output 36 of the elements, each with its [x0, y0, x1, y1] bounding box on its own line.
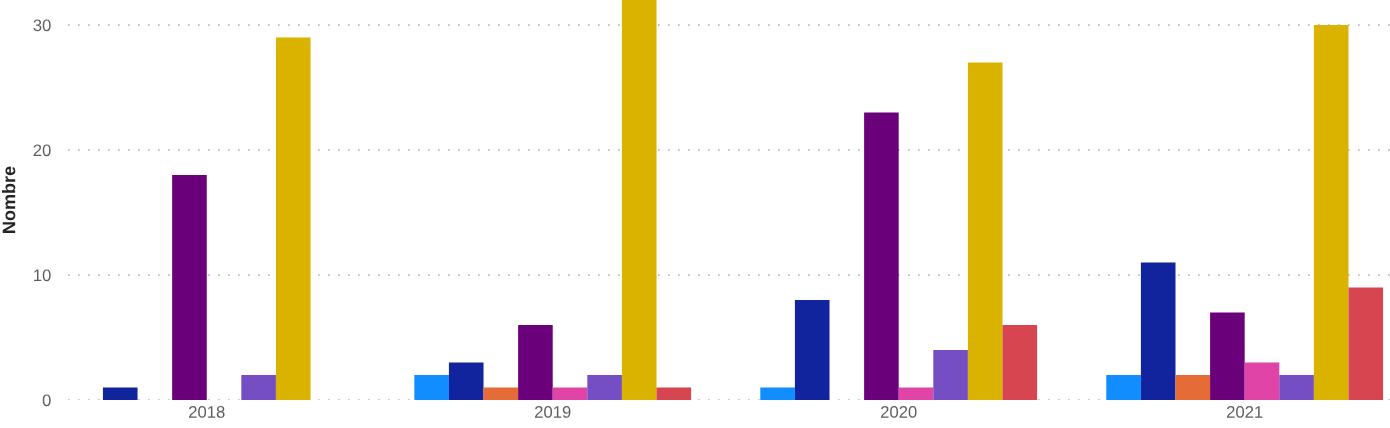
- bar: [172, 175, 207, 400]
- bar: [241, 375, 276, 400]
- bar: [967, 62, 1003, 400]
- bar: [621, 0, 657, 400]
- y-tick-label: 10: [34, 269, 51, 282]
- bar: [1244, 362, 1280, 400]
- bar: [656, 387, 692, 400]
- bar: [864, 112, 899, 400]
- y-axis-title: Nombre: [2, 166, 16, 233]
- bar: [102, 387, 138, 400]
- bar: [275, 37, 311, 400]
- bar: [1313, 25, 1349, 400]
- bar: [1348, 287, 1384, 400]
- bar: [483, 387, 519, 400]
- bar: [414, 375, 449, 400]
- x-tick-label: 2019: [535, 406, 571, 418]
- x-tick-label: 2021: [1226, 406, 1263, 418]
- x-tick-label: 2020: [881, 406, 917, 418]
- bar: [1175, 375, 1211, 400]
- bar: [1210, 312, 1245, 400]
- bar: [1140, 262, 1176, 400]
- bar: [760, 387, 795, 400]
- bar: [898, 387, 934, 400]
- bar: [933, 350, 968, 400]
- bar: [794, 300, 830, 400]
- bar: [448, 362, 484, 400]
- x-tick-label: 2018: [189, 406, 225, 418]
- bar: [1002, 325, 1038, 400]
- bar: [552, 387, 588, 400]
- bar: [518, 325, 553, 400]
- bar: [587, 375, 622, 400]
- y-tick-label: 30: [33, 19, 51, 32]
- y-tick-label: 0: [42, 394, 51, 407]
- bar: [1106, 375, 1141, 400]
- bar: [1279, 375, 1314, 400]
- y-tick-label: 20: [33, 144, 51, 157]
